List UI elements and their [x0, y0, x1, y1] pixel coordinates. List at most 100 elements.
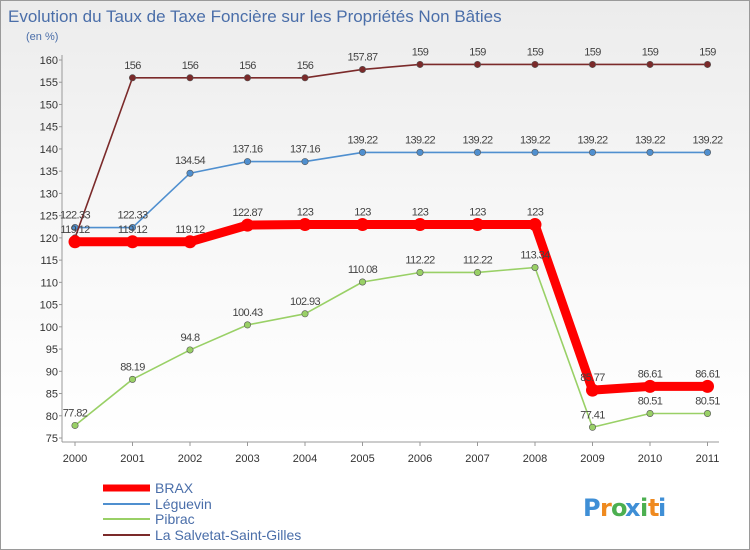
x-tick-label: 2006: [408, 453, 432, 465]
data-label-la-salvetat-saint-gilles: 159: [527, 46, 544, 58]
y-tick-label: 80: [46, 411, 58, 423]
data-point-leguevin: [358, 148, 366, 156]
data-label-leguevin: 139.22: [462, 134, 493, 146]
data-point-brax: [471, 218, 484, 232]
data-label-pibrac: 112.22: [405, 254, 435, 266]
data-point-leguevin: [473, 148, 481, 156]
data-point-brax: [183, 235, 197, 249]
series-line-la-salvetat-saint-gilles: [74, 63, 709, 239]
y-tick-label: 105: [40, 300, 58, 312]
x-tick-label: 2003: [235, 453, 259, 465]
y-tick-label: 85: [46, 389, 58, 401]
data-label-leguevin: 139.22: [692, 134, 723, 146]
x-tick-label: 2007: [465, 453, 489, 465]
legend-label-brax: BRAX: [155, 480, 194, 496]
data-label-la-salvetat-saint-gilles: 156: [124, 60, 141, 72]
data-label-leguevin: 139.22: [520, 134, 551, 146]
data-point-brax: [126, 235, 139, 249]
data-point-pibrac: [588, 423, 596, 431]
data-point-pibrac: [186, 346, 194, 354]
y-tick-label: 90: [46, 366, 58, 378]
data-label-leguevin: 137.16: [290, 144, 321, 156]
data-label-pibrac: 102.93: [290, 296, 321, 308]
data-point-pibrac: [129, 375, 137, 383]
data-label-pibrac: 88.19: [120, 361, 145, 373]
data-label-la-salvetat-saint-gilles: 156: [182, 60, 199, 72]
y-tick-label: 110: [40, 277, 58, 289]
data-label-la-salvetat-saint-gilles: 156: [297, 60, 314, 72]
x-tick-label: 2001: [120, 453, 144, 465]
data-label-pibrac: 77.41: [580, 409, 605, 421]
data-point-brax: [413, 218, 427, 232]
data-point-brax: [528, 218, 542, 232]
y-tick-label: 75: [46, 433, 58, 445]
data-label-brax: 119.12: [118, 224, 148, 236]
data-label-brax: 85.77: [580, 372, 605, 384]
data-point-leguevin: [186, 169, 194, 177]
data-label-leguevin: 122.33: [60, 210, 91, 222]
x-tick-label: 2004: [293, 453, 317, 465]
logo-letter: o: [611, 494, 628, 522]
data-label-pibrac: 77.82: [63, 407, 88, 419]
data-label-leguevin: 134.54: [175, 155, 206, 167]
data-point-la-salvetat-saint-gilles: [244, 74, 252, 82]
data-point-brax: [241, 218, 254, 232]
x-tick-label: 2005: [350, 453, 374, 465]
y-tick-label: 120: [40, 233, 58, 245]
data-label-la-salvetat-saint-gilles: 159: [584, 46, 601, 58]
data-point-leguevin: [129, 224, 137, 232]
unit-label: (en %): [26, 31, 58, 43]
legend-label-leguevin: Léguevin: [155, 496, 212, 512]
data-label-leguevin: 139.22: [347, 134, 378, 146]
data-label-pibrac: 94.8: [180, 332, 199, 344]
logo-letter: i: [640, 494, 648, 522]
data-point-pibrac: [301, 310, 309, 318]
data-label-leguevin: 139.22: [635, 134, 666, 146]
data-point-la-salvetat-saint-gilles: [588, 60, 596, 68]
x-tick-label: 2000: [63, 453, 87, 465]
y-tick-label: 130: [40, 188, 58, 200]
data-point-pibrac: [244, 321, 252, 329]
data-point-pibrac: [416, 268, 424, 276]
data-point-brax: [701, 379, 714, 393]
data-point-la-salvetat-saint-gilles: [646, 60, 654, 68]
data-label-pibrac: 113.34: [520, 249, 550, 261]
data-point-brax: [586, 383, 599, 397]
y-tick-label: 160: [40, 55, 58, 67]
data-label-brax: 123: [469, 207, 486, 219]
data-label-la-salvetat-saint-gilles: 156: [239, 60, 256, 72]
y-tick-label: 115: [40, 255, 58, 267]
x-tick-label: 2011: [696, 453, 720, 465]
data-point-leguevin: [244, 158, 252, 166]
data-point-pibrac: [531, 263, 539, 271]
data-point-pibrac: [473, 268, 481, 276]
data-label-brax: 86.61: [695, 368, 720, 380]
data-point-la-salvetat-saint-gilles: [416, 60, 424, 68]
y-tick-label: 125: [40, 211, 58, 223]
data-label-brax: 123: [354, 207, 371, 219]
data-point-leguevin: [531, 148, 539, 156]
data-label-la-salvetat-saint-gilles: 159: [469, 46, 486, 58]
data-label-la-salvetat-saint-gilles: 157.87: [347, 51, 378, 63]
data-point-leguevin: [588, 148, 596, 156]
logo-letter: t: [648, 494, 659, 522]
data-point-la-salvetat-saint-gilles: [531, 60, 539, 68]
data-label-la-salvetat-saint-gilles: 159: [642, 46, 659, 58]
series-line-leguevin: [74, 151, 709, 229]
data-point-pibrac: [358, 278, 366, 286]
data-point-brax: [68, 235, 82, 249]
data-point-pibrac: [71, 421, 79, 429]
y-tick-label: 140: [40, 144, 58, 156]
logo-letter: P: [583, 494, 601, 522]
data-point-la-salvetat-saint-gilles: [703, 60, 711, 68]
data-label-brax: 123: [297, 207, 314, 219]
data-point-la-salvetat-saint-gilles: [473, 60, 481, 68]
series-line-brax: [70, 220, 712, 395]
logo-letter: r: [600, 494, 612, 522]
data-label-leguevin: 122.33: [117, 210, 148, 222]
data-label-pibrac: 80.51: [638, 395, 663, 407]
x-tick-label: 2002: [178, 453, 202, 465]
